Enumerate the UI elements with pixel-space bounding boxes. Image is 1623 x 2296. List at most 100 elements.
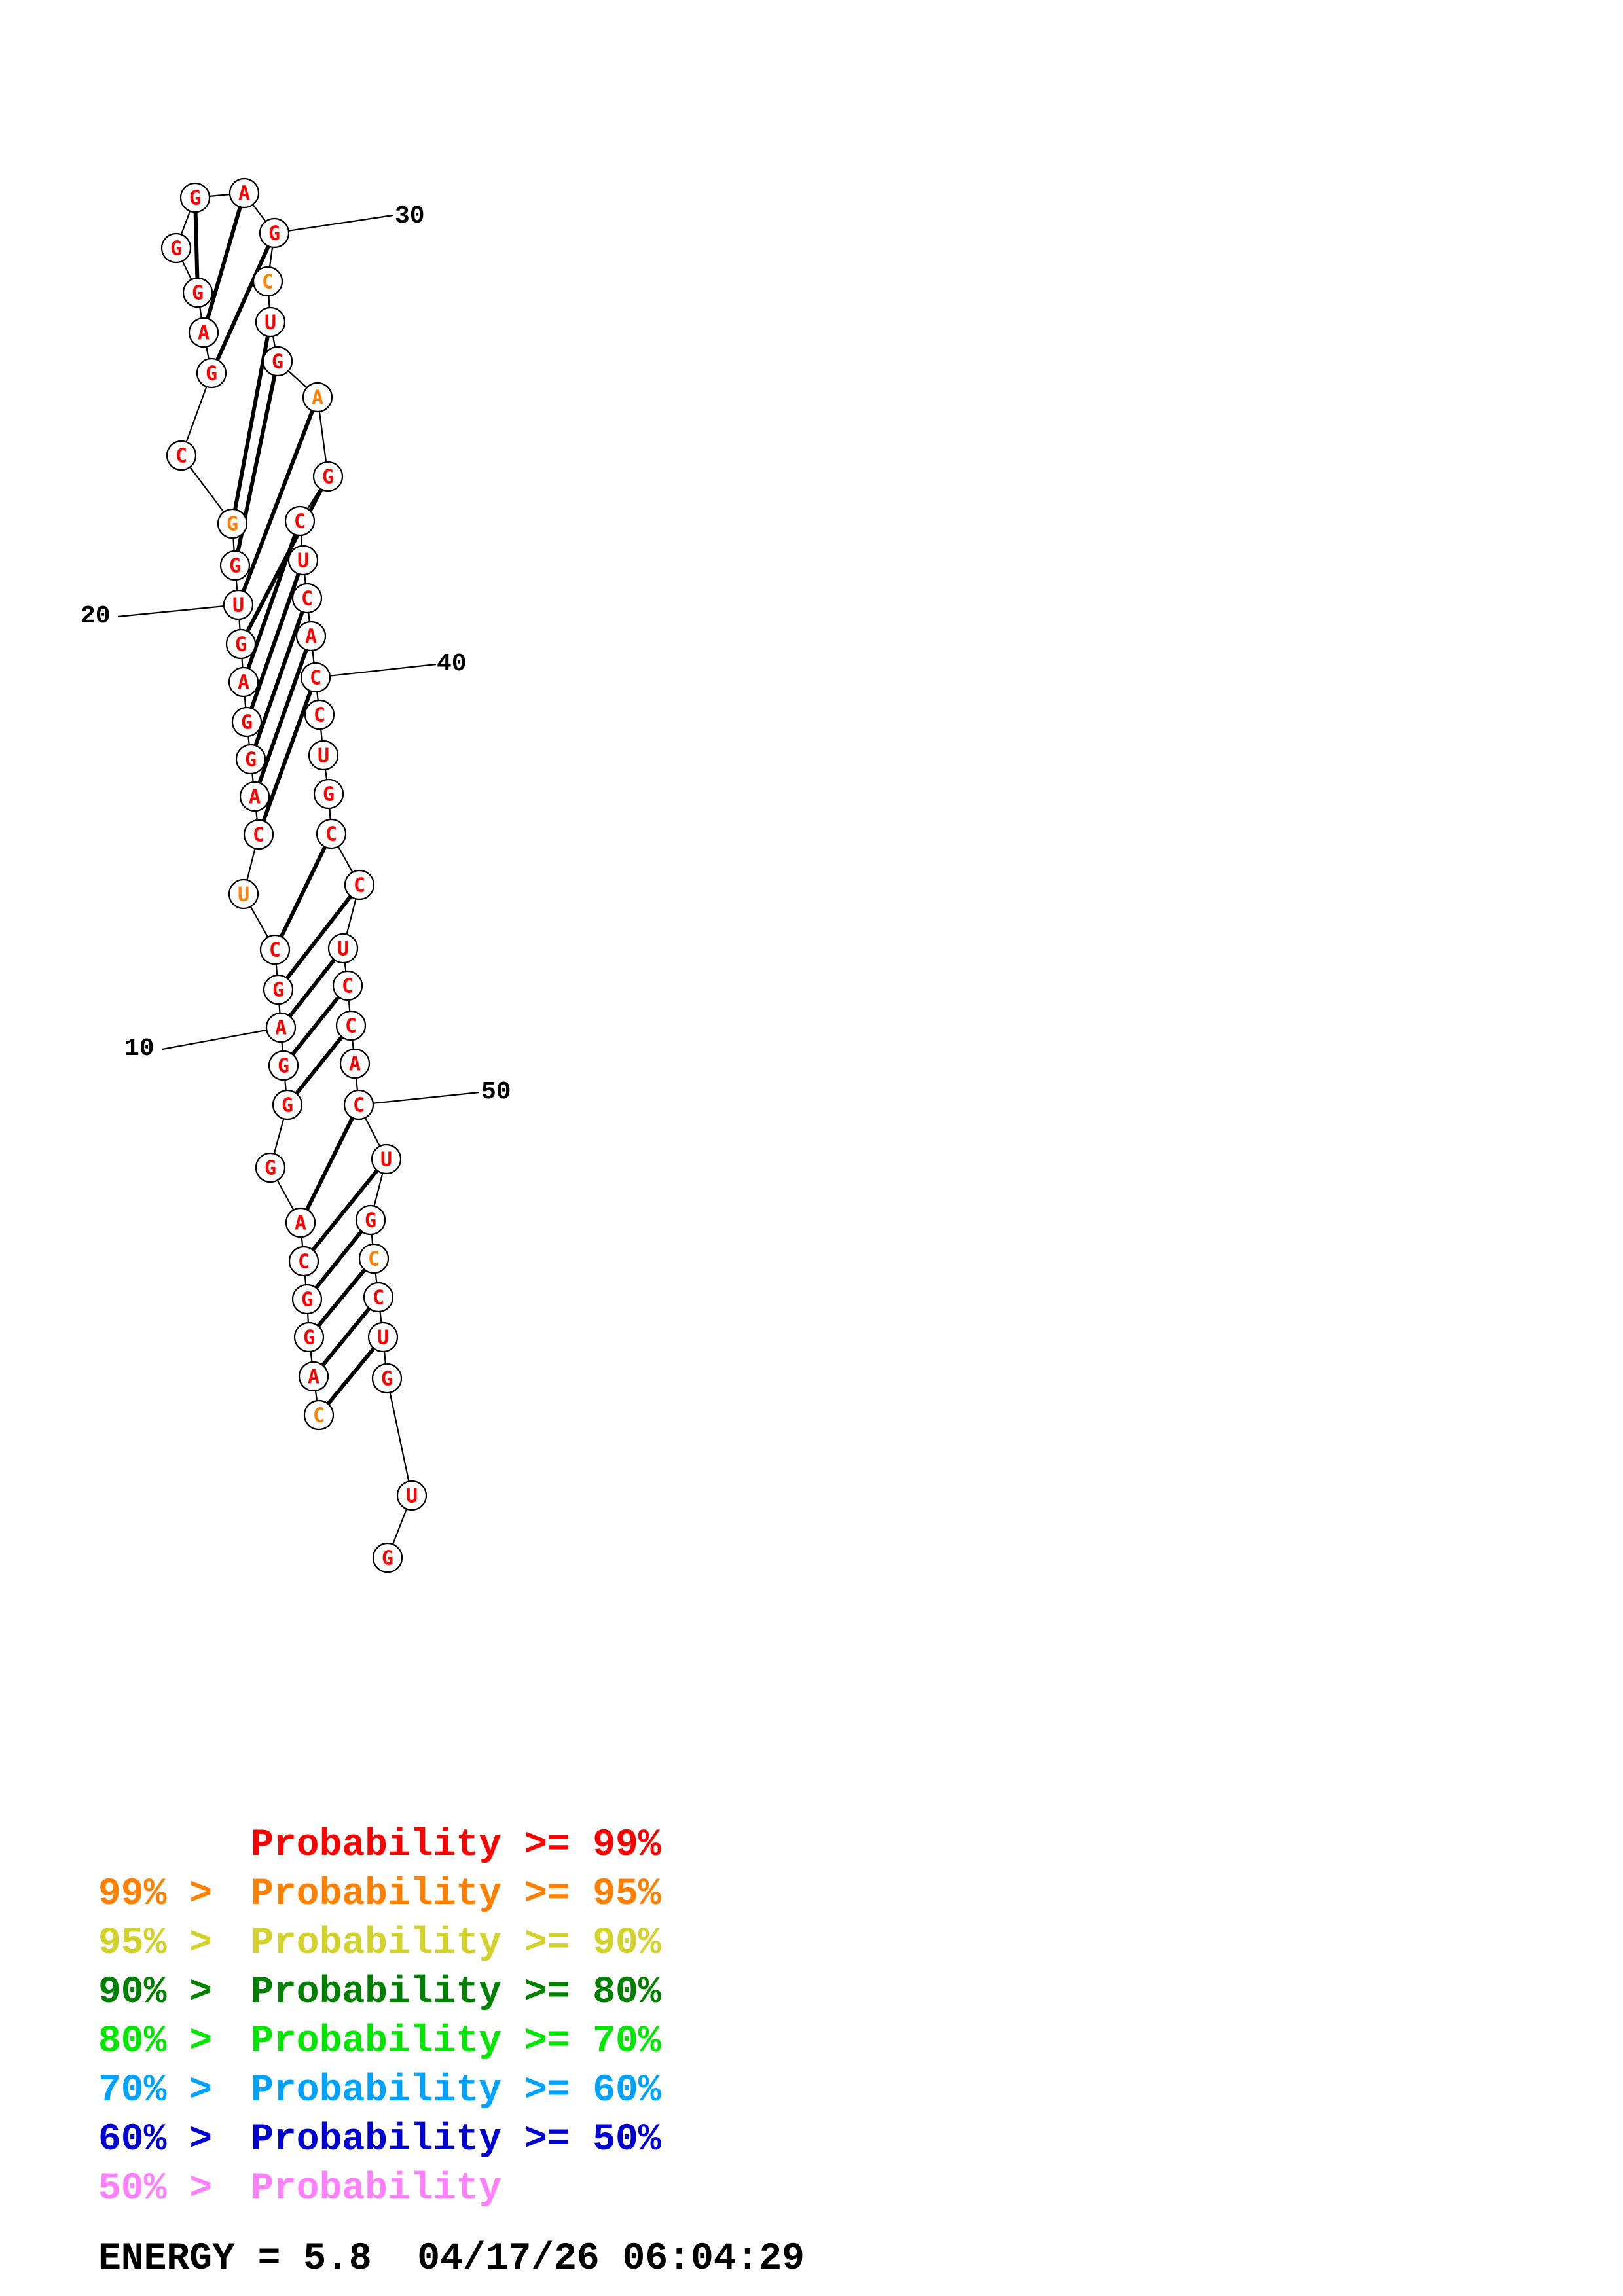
nucleotide-4: G	[291, 1283, 323, 1315]
nucleotide-circle	[235, 744, 266, 775]
number-ticks: 10 20 30 40 50	[81, 202, 511, 1106]
base-pair-line	[253, 611, 304, 747]
nucleotide-15: A	[239, 781, 270, 812]
nucleotide-44: C	[316, 818, 347, 850]
nucleotide-circle	[363, 1282, 394, 1313]
legend-entry: 90% > Probability >= 80%	[98, 1971, 661, 2014]
nucleotide-circle	[188, 317, 219, 348]
nucleotide-letter: U	[377, 1327, 389, 1350]
legend-label: Probability >= 95%	[251, 1873, 661, 1916]
base-pair-line	[305, 1117, 354, 1211]
nucleotide-circle	[259, 217, 290, 249]
base-pair-line	[249, 573, 301, 709]
nucleotide-letter: A	[295, 1212, 306, 1235]
nucleotide-circle	[285, 1207, 316, 1238]
nucleotide-circle	[308, 740, 339, 771]
nucleotide-circle	[335, 1010, 367, 1041]
nucleotide-10: A	[265, 1012, 297, 1043]
nucleotide-circle	[295, 620, 327, 652]
number-tick	[274, 214, 393, 234]
base-pair-line	[193, 211, 200, 279]
legend-prefix: 80% >	[98, 2020, 235, 2063]
nucleotide-12: C	[259, 934, 291, 965]
nucleotide-circle	[255, 1152, 286, 1183]
nucleotide-49: A	[339, 1048, 371, 1079]
position-label-40: 40	[437, 650, 467, 678]
nucleotide-circle	[313, 778, 344, 810]
legend-prefix: 50% >	[98, 2168, 235, 2210]
nucleotide-53: C	[358, 1243, 390, 1274]
number-tick	[358, 1091, 480, 1106]
legend-prefix: 95% >	[98, 1922, 235, 1965]
nucleotide-48: C	[335, 1010, 367, 1041]
base-pair-line	[321, 1307, 371, 1367]
nucleotide-letter: C	[345, 1015, 357, 1038]
nucleotide-57: U	[396, 1480, 428, 1511]
nucleotide-circle	[302, 382, 333, 413]
nucleotide-letter: C	[175, 445, 187, 468]
nucleotide-circle	[358, 1243, 390, 1274]
nucleotide-34: A	[302, 382, 333, 413]
base-pair-line	[326, 1347, 376, 1405]
nucleotide-8: G	[272, 1089, 303, 1121]
nucleotide-circle	[298, 1361, 329, 1392]
nucleotide-58: G	[372, 1542, 403, 1573]
legend-label: Probability	[251, 2168, 501, 2210]
legend-entry: 99% > Probability >= 95%	[98, 1873, 661, 1916]
nucleotide-46: U	[327, 933, 359, 964]
nucleotide-circle	[332, 970, 363, 1001]
nucleotide-6: A	[285, 1207, 316, 1238]
nucleotide-circle	[219, 550, 251, 581]
nucleotide-letter: C	[301, 588, 313, 611]
nucleotide-circle	[217, 508, 248, 539]
nucleotide-letter: G	[323, 783, 335, 806]
nucleotide-16: G	[235, 744, 266, 775]
nucleotide-18: A	[228, 666, 259, 698]
base-pair-line	[311, 1169, 379, 1251]
nucleotide-letter: G	[227, 513, 238, 536]
nucleotide-52: G	[355, 1204, 386, 1236]
base-pair-line	[261, 690, 313, 822]
legend-label: Probability >= 99%	[251, 1824, 661, 1867]
nucleotide-circle	[312, 461, 344, 492]
nucleotide-47: C	[332, 970, 363, 1001]
nucleotide-11: G	[263, 974, 294, 1005]
nucleotide-circle	[287, 545, 319, 576]
nucleotide-54: C	[363, 1282, 394, 1313]
legend-entry: 70% > Probability >= 60%	[98, 2070, 661, 2112]
nucleotide-letter: G	[268, 223, 280, 245]
nucleotide-letter: U	[232, 594, 244, 617]
nucleotide-51: U	[371, 1143, 402, 1175]
nucleotide-circle	[231, 706, 263, 738]
nucleotide-41: C	[304, 699, 335, 730]
nucleotide-circle	[291, 1283, 323, 1315]
nucleotide-circle	[343, 1089, 374, 1121]
nucleotide-circle	[327, 933, 359, 964]
nucleotide-letter: C	[354, 874, 365, 897]
nucleotide-circle	[225, 628, 257, 660]
base-pair-line	[295, 1035, 344, 1095]
legend-entry: Probability >= 99%	[251, 1824, 661, 1867]
probability-legend: Probability >= 99% 99% > Probability >= 9…	[98, 1824, 661, 2210]
nucleotide-55: U	[367, 1321, 399, 1353]
nucleotide-letter: A	[305, 626, 317, 649]
nucleotide-24: G	[196, 357, 227, 389]
position-label-30: 30	[395, 202, 425, 230]
nucleotide-circle	[288, 1246, 319, 1277]
nucleotide-letter: G	[322, 466, 334, 489]
base-pair-line	[316, 1268, 367, 1327]
nucleotide-14: C	[243, 819, 274, 850]
base-pair-line	[233, 336, 270, 510]
nucleotide-1: C	[303, 1399, 335, 1431]
nucleotide-39: A	[295, 620, 327, 652]
legend-label: Probability >= 70%	[251, 2020, 661, 2063]
nucleotide-letter: G	[206, 363, 217, 386]
nucleotide-circle	[293, 1321, 325, 1353]
nucleotide-letter: A	[238, 183, 250, 206]
nucleotide-letter: C	[368, 1248, 380, 1271]
nucleotide-circle	[239, 781, 270, 812]
nucleotide-circle	[372, 1542, 403, 1573]
position-label-50: 50	[481, 1078, 511, 1106]
nucleotide-letter: A	[312, 387, 323, 410]
